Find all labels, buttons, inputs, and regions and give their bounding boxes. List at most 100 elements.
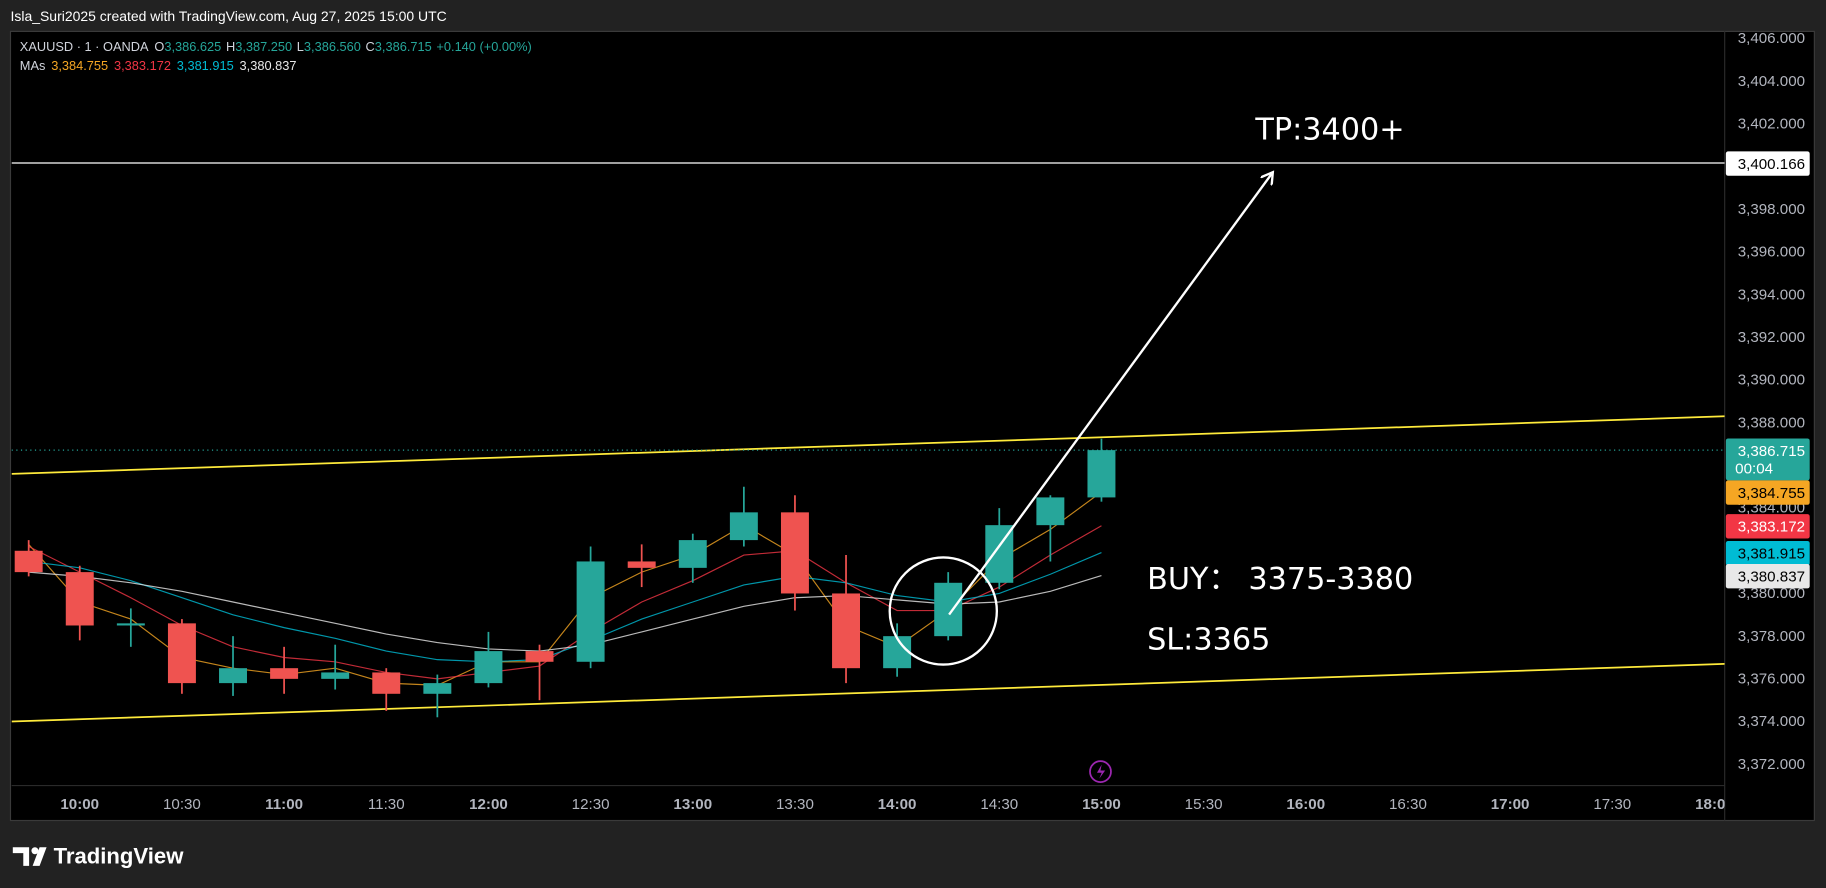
candle-body — [423, 683, 452, 694]
ohlc-value: 3,386.625 — [164, 39, 221, 54]
candle-body — [167, 623, 196, 684]
price-box-label: 3,386.715 — [1738, 443, 1805, 460]
candle-body — [116, 623, 145, 626]
y-tick-label: 3,388.000 — [1738, 414, 1805, 431]
y-tick-label: 3,374.000 — [1738, 713, 1805, 730]
candle-body — [14, 550, 43, 573]
candle-body — [780, 512, 809, 594]
candle-body — [1036, 497, 1065, 526]
moving-average — [28, 552, 1102, 663]
moving-average — [28, 525, 1102, 680]
y-tick-label: 3,380.000 — [1738, 585, 1805, 602]
channel-upper — [11, 415, 1725, 475]
price-box-label: 3,383.172 — [1738, 519, 1805, 536]
y-tick-label: 3,398.000 — [1738, 201, 1805, 218]
plot-area — [11, 162, 1725, 723]
ma-label: MAs — [20, 58, 46, 73]
x-tick-label: 12:30 — [572, 796, 610, 813]
candle-body — [934, 582, 963, 637]
x-tick-label: 15:30 — [1185, 796, 1223, 813]
logo-dot — [31, 847, 39, 855]
candle-body — [883, 636, 912, 669]
y-tick-label: 3,406.000 — [1738, 30, 1805, 47]
price-box-label: 3,380.837 — [1738, 568, 1805, 585]
price-box — [1725, 151, 1810, 176]
ohlc-key: C — [366, 39, 375, 54]
ohlc-value: 3,387.250 — [235, 39, 292, 54]
ma-legend: MAs 3,384.755 3,383.172 3,381.915 3,380.837 — [20, 58, 297, 73]
x-tick-label: 11:00 — [265, 796, 303, 813]
ohlc-value: 3,386.715 — [375, 39, 432, 54]
y-tick-label: 3,404.000 — [1738, 73, 1805, 90]
price-box-label: 3,400.166 — [1738, 156, 1805, 173]
time-axis: 10:00 10:30 11:00 11:30 12:00 12:30 13:00 13:30… — [60, 796, 1734, 813]
price-box-label: 3,381.915 — [1738, 545, 1805, 562]
moving-average — [28, 491, 1102, 686]
candle-body — [372, 672, 401, 694]
price-axis: 3,372.000 3,374.000 3,376.000 3,378.000 3,38… — [1725, 30, 1810, 773]
price-box — [1725, 480, 1810, 505]
x-tick-label: 17:00 — [1491, 796, 1530, 813]
y-tick-label: 3,396.000 — [1738, 244, 1805, 261]
x-tick-label: 16:00 — [1286, 796, 1325, 813]
y-tick-label: 3,390.000 — [1738, 372, 1805, 389]
candle-body — [219, 668, 247, 684]
ohlc-key: O — [154, 39, 164, 54]
candle-body — [65, 572, 94, 626]
moving-average — [28, 571, 1102, 652]
chart-frame — [9, 30, 1815, 822]
ma-value: 3,381.915 — [177, 58, 234, 73]
x-tick-label: 14:30 — [980, 796, 1018, 813]
brand: TradingView — [54, 844, 185, 869]
y-tick-label: 3,378.000 — [1738, 628, 1805, 645]
tradingview-logo: TradingView — [12, 844, 185, 869]
price-box — [1725, 514, 1810, 539]
candle-body — [270, 668, 299, 679]
y-tick-label: 3,394.000 — [1738, 286, 1805, 303]
ohlc-key: H — [226, 39, 235, 54]
tp-annotation: TP:3400+ — [1254, 113, 1404, 148]
candle-body — [832, 593, 861, 669]
ma-value: 3,384.755 — [51, 58, 108, 73]
x-tick-label: 13:00 — [673, 796, 712, 813]
alert-icon[interactable] — [1089, 760, 1112, 783]
x-tick-label: 16:30 — [1389, 796, 1427, 813]
y-tick-label: 3,376.000 — [1738, 671, 1805, 688]
price-box-label: 3,384.755 — [1738, 485, 1805, 502]
ma-value: 3,383.172 — [114, 58, 171, 73]
countdown: 00:04 — [1735, 460, 1773, 477]
symbol: XAUUSD · 1 · OANDA — [20, 39, 149, 54]
candle-body — [474, 651, 503, 684]
x-tick-label: 10:30 — [163, 796, 201, 813]
sl-annotation: SL:3365 — [1147, 622, 1270, 657]
ma-value: 3,380.837 — [240, 58, 297, 73]
candle-body — [1087, 450, 1116, 498]
ohlc-change: +0.140 (+0.00%) — [436, 39, 531, 54]
channel-lower — [11, 663, 1725, 723]
target-arrow — [948, 172, 1273, 616]
ohlc-legend: XAUUSD · 1 · OANDA O3,386.625 H3,387.250 L 3… — [20, 39, 532, 54]
attribution: Isla_Suri2025 created with TradingView.c… — [10, 8, 446, 24]
x-tick-label: 12:00 — [469, 796, 508, 813]
price-box — [1725, 563, 1810, 589]
x-tick-label: 18:00 — [1695, 796, 1734, 813]
y-tick-label: 3,392.000 — [1738, 329, 1805, 346]
candle-body — [525, 651, 554, 662]
y-tick-label: 3,372.000 — [1738, 756, 1805, 773]
x-tick-label: 11:30 — [368, 796, 405, 813]
candle-body — [627, 561, 656, 568]
buy-annotation: BUY： 3375-3380 — [1147, 562, 1413, 597]
candle-body — [729, 512, 758, 541]
y-tick-label: 3,402.000 — [1738, 116, 1805, 133]
x-tick-label: 14:00 — [878, 796, 917, 813]
ohlc-key: L — [297, 39, 304, 54]
candle-body — [678, 540, 707, 568]
x-tick-label: 10:00 — [60, 796, 99, 813]
x-tick-label: 15:00 — [1082, 796, 1121, 813]
entry-circle — [888, 556, 999, 666]
price-box — [1725, 438, 1810, 481]
price-box — [1725, 540, 1810, 566]
x-tick-label: 17:30 — [1593, 796, 1631, 813]
x-tick-label: 13:30 — [776, 796, 814, 813]
